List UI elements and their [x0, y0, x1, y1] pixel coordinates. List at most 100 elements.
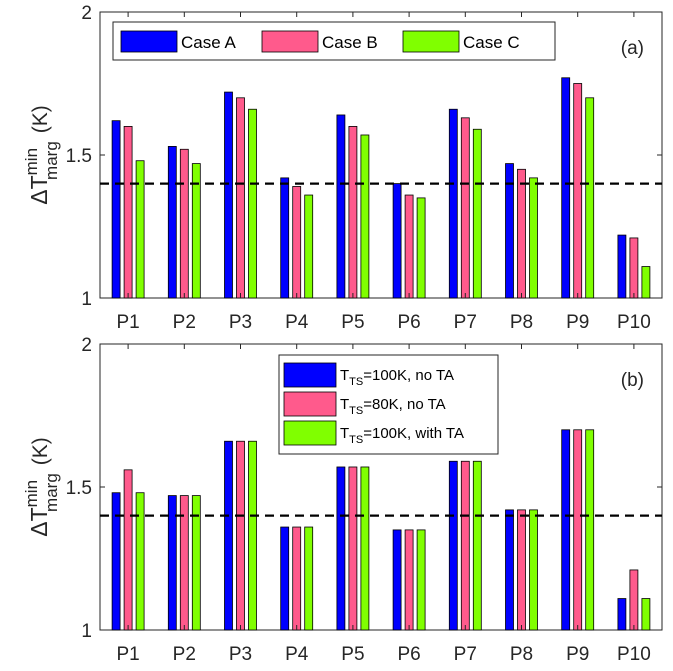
y-axis-label: ΔTminmarg(K) — [22, 105, 61, 205]
bar-p8-series-3 — [529, 177, 538, 299]
x-tick-label-p4: P4 — [285, 644, 309, 665]
bar-p7-series-3 — [472, 128, 482, 299]
bar-p1-series-1 — [111, 492, 121, 631]
x-tick-label-p1: P1 — [116, 644, 139, 665]
bar-p7-series-1 — [448, 460, 458, 631]
legend-entry: TTS=100K, with TA — [340, 425, 464, 446]
x-tick-label-p10: P10 — [617, 312, 651, 333]
bar-p10-series-1 — [617, 234, 627, 299]
x-tick-label-p7: P7 — [454, 312, 477, 333]
bar-p2-series-3 — [191, 495, 201, 631]
bar-p6-series-2 — [404, 529, 414, 631]
bar-p4-series-1 — [280, 177, 290, 299]
x-tick-label-p8: P8 — [510, 312, 533, 333]
bar-p7-series-2 — [460, 460, 470, 631]
x-tick-label-p9: P9 — [566, 644, 589, 665]
panel-b: P1 P2 P3 P4 P5 P6 P7 P8 P9 P10 1 1.5 2 ΔTminmarg(K) (b… — [22, 335, 663, 665]
bar-p6-series-1 — [392, 183, 402, 299]
bar-p5-series-3 — [360, 134, 370, 299]
x-tick-label-p7: P7 — [454, 644, 477, 665]
y-tick-label: 1 — [81, 289, 92, 310]
bar-p8-series-2 — [517, 168, 526, 299]
bar-p1-series-3 — [135, 492, 145, 631]
bar-p6-series-1 — [392, 529, 402, 631]
x-tick-label-p6: P6 — [397, 644, 420, 665]
bar-p9-series-2 — [573, 429, 583, 631]
bar-p4-series-3 — [304, 194, 314, 299]
bar-p5-series-1 — [336, 466, 346, 631]
x-tick-label-p6: P6 — [397, 312, 420, 333]
bar-p3-series-2 — [236, 440, 245, 631]
y-axis-label: ΔTminmarg(K) — [22, 437, 61, 537]
bar-p5-series-3 — [360, 466, 370, 631]
bar-p2-series-1 — [167, 146, 177, 299]
x-tick-label-p5: P5 — [341, 644, 364, 665]
bar-p9-series-3 — [585, 429, 595, 631]
bar-p3-series-3 — [248, 440, 257, 631]
x-tick-label-p5: P5 — [341, 312, 364, 333]
x-tick-label-p10: P10 — [617, 644, 651, 665]
bar-p1-series-2 — [123, 126, 133, 299]
bar-p5-series-1 — [336, 114, 346, 299]
legend-entry: Case A — [181, 33, 236, 52]
bar-p7-series-1 — [448, 108, 458, 299]
y-tick-label: 2 — [81, 335, 92, 356]
x-tick-label-p3: P3 — [229, 312, 252, 333]
bar-p6-series-3 — [416, 197, 426, 299]
bar-p9-series-3 — [585, 97, 595, 299]
bar-p3-series-1 — [224, 91, 233, 299]
x-tick-label-p2: P2 — [173, 312, 196, 333]
y-tick-label: 2 — [81, 3, 92, 24]
bar-p7-series-2 — [460, 117, 470, 299]
bar-p10-series-3 — [641, 266, 651, 299]
bar-p6-series-3 — [416, 529, 426, 631]
panel-label: (a) — [621, 38, 644, 59]
panel-a: P1 P2 P3 P4 P5 P6 P7 P8 P9 P10 1 1.5 2 ΔTminmarg(K) (a… — [22, 3, 663, 333]
legend-entry: TTS=100K, no TA — [340, 367, 454, 388]
y-tick-label: 1 — [81, 621, 92, 642]
bar-p8-series-1 — [505, 509, 514, 631]
bar-p3-series-2 — [236, 97, 245, 299]
legend-swatch — [261, 30, 319, 53]
bar-p5-series-2 — [348, 126, 358, 299]
bar-p3-series-3 — [248, 108, 257, 299]
bar-p9-series-2 — [573, 83, 583, 299]
bar-p5-series-2 — [348, 466, 358, 631]
panel-label: (b) — [621, 370, 644, 391]
legend-entry: TTS=80K, no TA — [340, 396, 446, 417]
bar-p4-series-1 — [280, 526, 290, 631]
legend-entry: Case C — [463, 33, 520, 52]
legend-swatch — [283, 420, 337, 446]
bar-p8-series-2 — [517, 509, 526, 631]
bar-p4-series-3 — [304, 526, 314, 631]
legend-swatch — [402, 30, 460, 53]
bar-p6-series-2 — [404, 194, 414, 299]
x-tick-label-p9: P9 — [566, 312, 589, 333]
bar-p10-series-2 — [629, 569, 639, 631]
x-tick-label-p4: P4 — [285, 312, 309, 333]
bar-p2-series-2 — [179, 148, 189, 299]
y-tick-label: 1.5 — [66, 478, 92, 499]
bar-p4-series-2 — [292, 186, 302, 299]
x-tick-label-p8: P8 — [510, 644, 533, 665]
bar-p10-series-1 — [617, 598, 627, 631]
legend-swatch — [120, 30, 178, 53]
bar-p2-series-3 — [191, 163, 201, 299]
bar-p8-series-1 — [505, 163, 514, 299]
x-tick-label-p2: P2 — [173, 644, 196, 665]
legend-entry: Case B — [322, 33, 378, 52]
bar-p1-series-3 — [135, 160, 145, 299]
bar-p3-series-1 — [224, 440, 233, 631]
bar-p9-series-1 — [561, 77, 571, 299]
bar-p9-series-1 — [561, 429, 571, 631]
bar-p1-series-1 — [111, 120, 121, 299]
bar-p8-series-3 — [529, 509, 538, 631]
legend-box — [112, 21, 556, 61]
x-tick-label-p3: P3 — [229, 644, 252, 665]
bar-p4-series-2 — [292, 526, 302, 631]
legend-swatch — [283, 362, 337, 388]
bar-p2-series-1 — [167, 495, 177, 631]
legend-swatch — [283, 391, 337, 417]
y-tick-label: 1.5 — [66, 146, 92, 167]
